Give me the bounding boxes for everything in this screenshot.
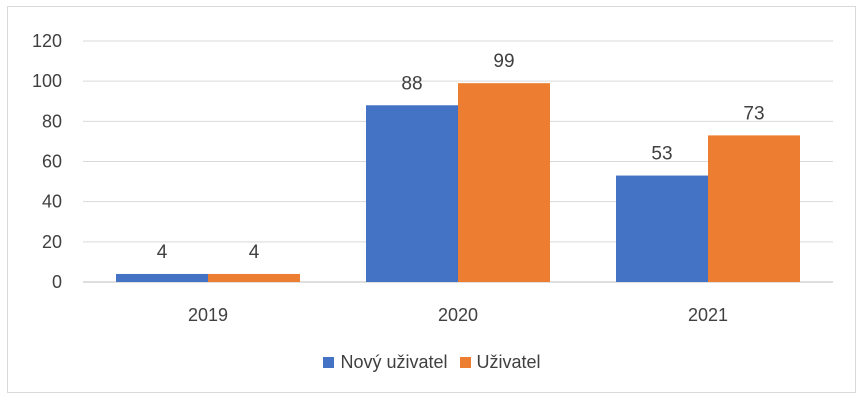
y-tick-label: 60	[42, 152, 62, 172]
legend-item-series-0: Nový uživatel	[323, 352, 448, 373]
data-labels: 4 4 88 99 53 73	[157, 51, 765, 263]
legend-item-series-1: Uživatel	[459, 352, 541, 373]
data-label: 73	[743, 103, 764, 124]
y-tick-label: 0	[52, 272, 62, 292]
y-tick-label: 100	[32, 71, 62, 91]
data-label: 88	[401, 73, 422, 94]
x-tick-label: 2020	[438, 305, 478, 325]
x-axis-ticks: 2019 2020 2021	[188, 305, 728, 325]
bar-2020-series-0	[366, 105, 458, 283]
y-tick-label: 80	[42, 111, 62, 131]
bars	[116, 83, 800, 283]
legend-label-series-0: Nový uživatel	[340, 352, 448, 372]
x-tick-label: 2021	[688, 305, 728, 325]
bar-2019-series-1	[208, 273, 300, 282]
y-tick-label: 20	[42, 232, 62, 252]
legend-swatch-series-0	[323, 357, 335, 368]
data-label: 53	[651, 144, 672, 165]
legend-label-series-1: Uživatel	[476, 352, 541, 372]
x-tick-label: 2019	[188, 305, 228, 325]
bar-2021-series-0	[616, 175, 708, 282]
bar-2021-series-1	[708, 135, 800, 282]
y-tick-label: 120	[32, 31, 62, 51]
y-axis-ticks: 0 20 40 60 80 100 120	[32, 31, 62, 292]
legend: Nový uživatel Uživatel	[0, 352, 864, 373]
data-label: 4	[157, 242, 168, 263]
legend-swatch-series-1	[459, 357, 471, 368]
data-label: 4	[249, 242, 260, 263]
bar-2019-series-0	[116, 273, 208, 282]
data-label: 99	[493, 51, 514, 72]
y-tick-label: 40	[42, 192, 62, 212]
bar-2020-series-1	[458, 83, 550, 282]
